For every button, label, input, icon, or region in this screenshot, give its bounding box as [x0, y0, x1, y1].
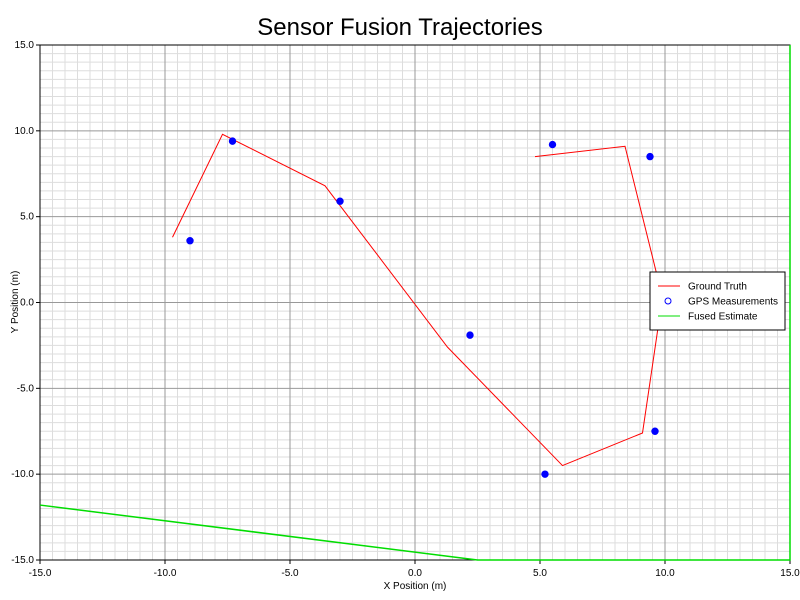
x-tick-label: 0.0 — [408, 568, 422, 579]
gps-measurement-point — [646, 152, 654, 161]
y-tick-label: 0.0 — [20, 298, 34, 309]
gps-measurement-point — [466, 331, 474, 339]
fused-estimate-line — [39, 45, 791, 561]
legend-label: Fused Estimate — [688, 312, 758, 323]
y-axis-label: Y Position (m) — [10, 271, 21, 334]
x-tick-label: -15.0 — [29, 568, 52, 579]
y-tick-label: 15.0 — [15, 40, 35, 51]
x-tick-label: 5.0 — [533, 568, 547, 579]
y-tick-label: -5.0 — [17, 383, 35, 394]
y-tick-label: -10.0 — [11, 469, 34, 480]
ground-truth-line — [172, 133, 664, 467]
gps-measurement-point — [651, 427, 659, 435]
x-tick-label: -5.0 — [281, 568, 299, 579]
gps-measurement-point — [548, 140, 557, 149]
legend-swatch — [664, 297, 672, 305]
legend: Ground Truth GPS Measurements Fused Estima… — [649, 271, 786, 331]
y-tick-label: 10.0 — [15, 126, 35, 137]
gps-measurement-point — [228, 137, 237, 145]
x-tick-label: 15.0 — [780, 568, 800, 579]
y-axis-ticks: 15.0 10.0 5.0 0.0 -5.0 -10.0 -15.0 — [11, 40, 40, 566]
x-tick-label: 10.0 — [655, 568, 675, 579]
chart-title: Sensor Fusion Trajectories — [257, 14, 542, 41]
gps-measurement-point — [186, 237, 194, 245]
x-axis-label: X Position (m) — [384, 581, 447, 592]
x-axis-ticks: -15.0 -10.0 -5.0 0.0 5.0 10.0 15.0 — [29, 560, 800, 579]
legend-box — [649, 271, 786, 331]
series-layer — [39, 45, 791, 561]
gps-measurement-point — [541, 470, 549, 478]
legend-label: Ground Truth — [688, 282, 747, 293]
y-tick-label: -15.0 — [11, 555, 34, 566]
y-tick-label: 5.0 — [20, 212, 34, 223]
legend-label: GPS Measurements — [688, 297, 778, 308]
gps-measurement-point — [336, 197, 344, 205]
x-tick-label: -10.0 — [154, 568, 177, 579]
